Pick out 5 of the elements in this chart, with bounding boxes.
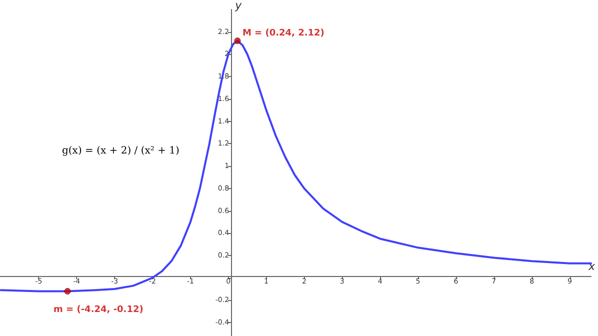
- annotation: M = (0.24, 2.12): [242, 28, 324, 38]
- annotation: g(x) = (x + 2) / (x² + 1): [62, 146, 180, 156]
- annotation: m = (-4.24, -0.12): [54, 304, 144, 315]
- y-axis-title: y: [234, 0, 242, 12]
- x-axis-title: x: [587, 260, 596, 274]
